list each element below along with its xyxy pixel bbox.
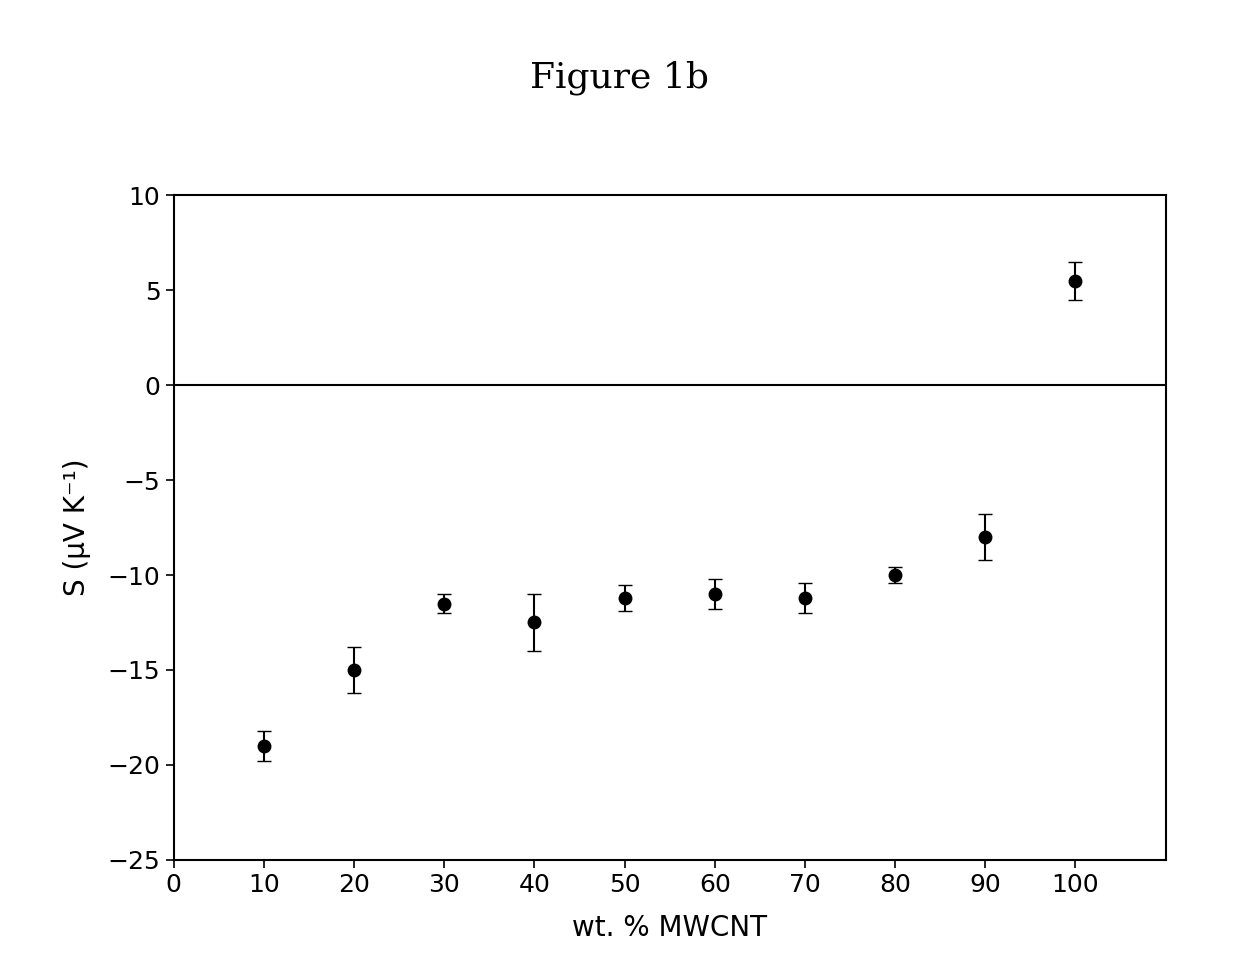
Text: Figure 1b: Figure 1b [531,61,709,96]
Y-axis label: S (μV K⁻¹): S (μV K⁻¹) [63,459,91,596]
X-axis label: wt. % MWCNT: wt. % MWCNT [572,913,768,942]
